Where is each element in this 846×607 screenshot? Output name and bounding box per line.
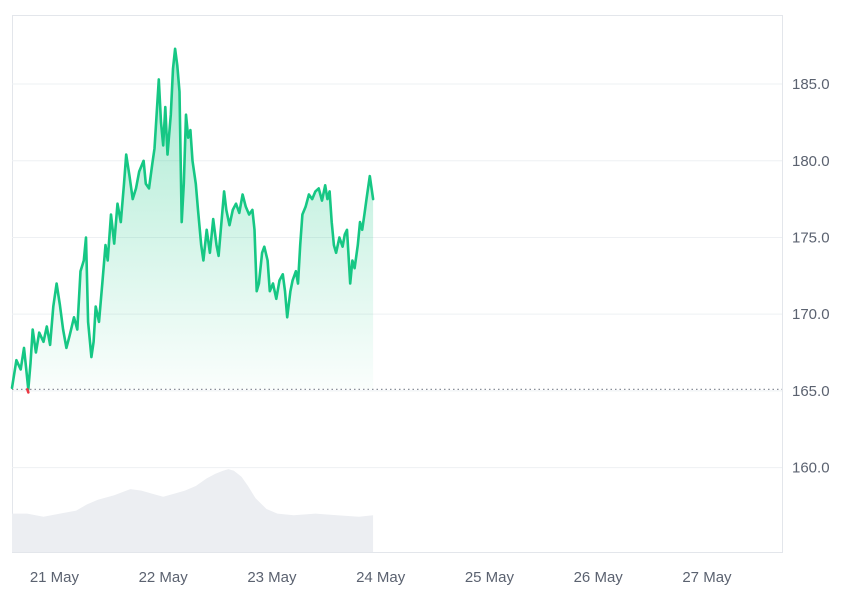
volume-shape — [12, 469, 374, 552]
x-tick-label: 26 May — [574, 569, 624, 586]
x-tick-label: 24 May — [356, 569, 406, 586]
x-axis: 21 May 22 May 23 May 24 May 25 May 26 May 27 M… — [30, 569, 732, 586]
y-tick-label: 165.0 — [792, 383, 830, 400]
x-tick-label: 22 May — [139, 569, 189, 586]
below-baseline-segment — [26, 388, 30, 394]
y-tick-label: 170.0 — [792, 306, 830, 323]
x-tick-label: 25 May — [465, 569, 515, 586]
x-tick-label: 27 May — [682, 569, 732, 586]
y-tick-label: 185.0 — [792, 76, 830, 93]
x-tick-label: 21 May — [30, 569, 80, 586]
price-area — [12, 48, 374, 390]
y-tick-label: 175.0 — [792, 229, 830, 246]
price-line — [10, 47, 375, 394]
y-tick-label: 180.0 — [792, 153, 830, 170]
volume-area — [12, 469, 374, 552]
plot-frame — [12, 15, 783, 553]
x-tick-label: 23 May — [247, 569, 297, 586]
y-tick-label: 160.0 — [792, 460, 830, 477]
price-line-path — [10, 47, 375, 391]
y-axis: 160.0 165.0 170.0 175.0 180.0 185.0 — [792, 76, 830, 477]
price-area-fill — [12, 48, 374, 390]
